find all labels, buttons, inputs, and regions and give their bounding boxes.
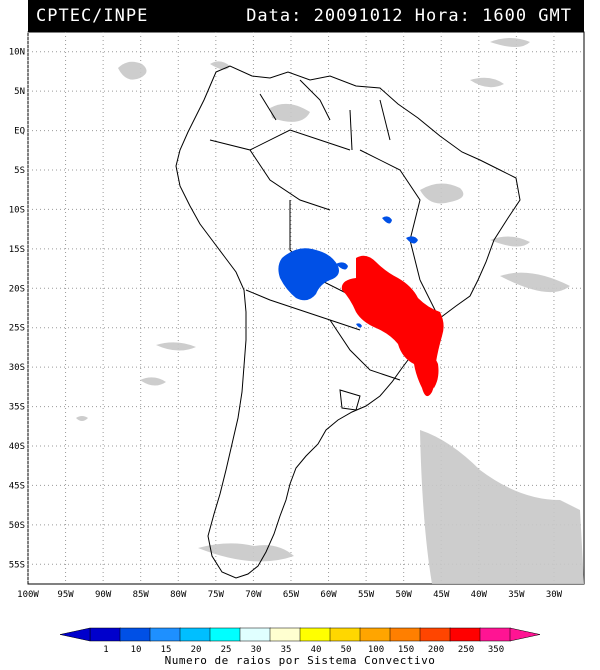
colorbar-label: 25 <box>221 645 232 655</box>
colorbar-segment <box>89 627 121 642</box>
longitude-tick-label: 35W <box>508 590 525 600</box>
longitude-tick-label: 95W <box>57 590 74 600</box>
colorbar-label: 10 <box>131 645 142 655</box>
latitude-tick-label: 10N <box>9 48 25 58</box>
colorbar-label: 30 <box>251 645 262 655</box>
map-header: CPTEC/INPE Data: 20091012 Hora: 1600 GMT <box>28 0 584 32</box>
colorbar-segment <box>209 627 241 642</box>
latitude-tick-label: 20S <box>9 284 25 294</box>
latitude-axis: 10N 5N EQ 5S 10S 15S 20S 25S 30S 35S 40S 45S 50S 55S <box>9 48 25 571</box>
colorbar-label: 150 <box>398 645 414 655</box>
latitude-tick-label: 55S <box>9 560 25 570</box>
south-america-coastline <box>175 65 521 579</box>
longitude-tick-label: 100W <box>17 590 39 600</box>
date-time-label: Data: 20091012 Hora: 1600 GMT <box>246 6 572 26</box>
latitude-tick-label: 15S <box>9 245 25 255</box>
longitude-tick-label: 60W <box>320 590 337 600</box>
colorbar-segment <box>389 627 421 642</box>
lightning-high-count-cluster <box>341 255 444 397</box>
longitude-tick-label: 80W <box>170 590 187 600</box>
colorbar-labels: 1 10 15 20 25 30 35 40 50 100 150 200 250 350 <box>103 645 504 655</box>
colorbar-segment <box>149 627 181 642</box>
colorbar-segment <box>239 627 271 642</box>
colorbar-segment <box>269 627 301 642</box>
longitude-tick-label: 30W <box>546 590 563 600</box>
colorbar <box>59 627 541 642</box>
colorbar-segment <box>449 627 481 642</box>
longitude-tick-label: 50W <box>396 590 413 600</box>
colorbar-segment <box>299 627 331 642</box>
latitude-tick-label: 50S <box>9 521 25 531</box>
latitude-tick-label: 40S <box>9 442 25 452</box>
latitude-tick-label: 5N <box>14 87 25 97</box>
colorbar-segment <box>119 627 151 642</box>
colorbar-label: 350 <box>488 645 504 655</box>
latitude-tick-label: EQ <box>14 127 25 137</box>
colorbar-label: 15 <box>161 645 172 655</box>
latitude-tick-label: 30S <box>9 363 25 373</box>
longitude-tick-label: 75W <box>208 590 225 600</box>
colorbar-label: 40 <box>311 645 322 655</box>
colorbar-segment <box>329 627 361 642</box>
longitude-tick-label: 85W <box>133 590 150 600</box>
grid-lines <box>27 32 584 584</box>
colorbar-low-arrow <box>59 627 91 642</box>
latitude-tick-label: 45S <box>9 481 25 491</box>
latitude-tick-label: 25S <box>9 324 25 334</box>
longitude-tick-label: 65W <box>283 590 300 600</box>
longitude-tick-label: 45W <box>433 590 450 600</box>
longitude-tick-label: 90W <box>95 590 112 600</box>
colorbar-segment <box>179 627 211 642</box>
colorbar-label: 200 <box>428 645 444 655</box>
colorbar-title: Numero de raios por Sistema Convectivo <box>164 654 436 667</box>
latitude-tick-label: 35S <box>9 403 25 413</box>
colorbar-high-arrow <box>509 627 541 642</box>
longitude-tick-label: 40W <box>471 590 488 600</box>
colorbar-label: 20 <box>191 645 202 655</box>
colorbar-segment <box>359 627 391 642</box>
longitude-tick-label: 70W <box>245 590 262 600</box>
latitude-tick-label: 10S <box>9 205 25 215</box>
longitude-tick-label: 55W <box>358 590 375 600</box>
colorbar-label: 250 <box>458 645 474 655</box>
source-label: CPTEC/INPE <box>36 6 149 26</box>
colorbar-segment <box>479 627 511 642</box>
latitude-tick-label: 5S <box>14 166 25 176</box>
longitude-axis: 100W 95W 90W 85W 80W 75W 70W 65W 60W 55W 50W 45W 40W… <box>17 590 562 600</box>
colorbar-label: 1 <box>103 645 108 655</box>
colorbar-label: 100 <box>368 645 384 655</box>
lightning-low-count-cluster <box>278 216 418 328</box>
cloud-cover <box>76 38 584 584</box>
colorbar-segment <box>419 627 451 642</box>
colorbar-label: 50 <box>341 645 352 655</box>
colorbar-label: 35 <box>281 645 292 655</box>
